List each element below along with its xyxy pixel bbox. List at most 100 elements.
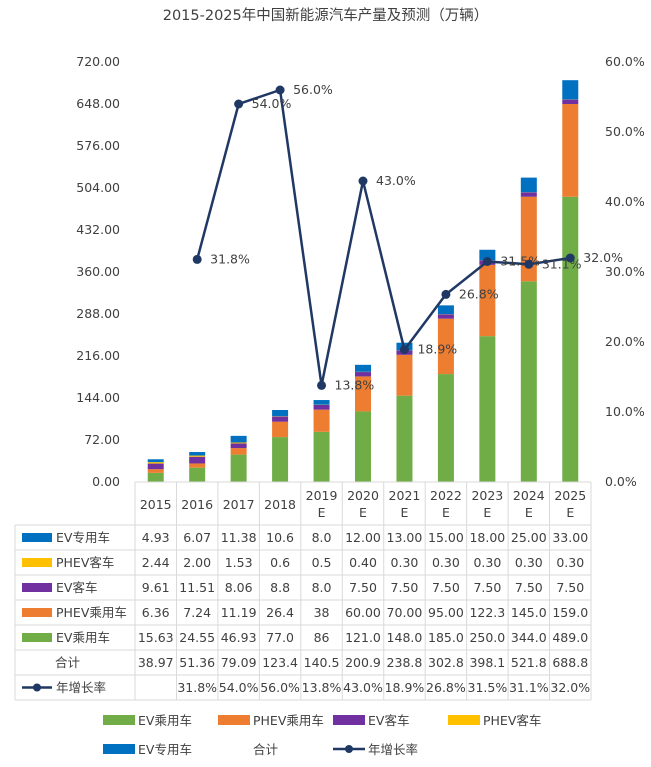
growth-point [192, 254, 202, 264]
legend-label: EV专用车 [138, 742, 192, 757]
bar-EV客车 [520, 192, 537, 197]
table-cell: 7.50 [556, 580, 584, 595]
bar-EV乘用车 [189, 467, 206, 482]
growth-data-label: 56.0% [293, 82, 333, 97]
bar-PHEV乘用车 [272, 421, 289, 438]
category-label: 2021 E [389, 488, 421, 520]
table-cell: 18.00 [469, 530, 505, 545]
legend-swatch-point [345, 745, 353, 753]
table-cell: 18.9% [385, 680, 425, 695]
growth-data-label: 54.0% [252, 96, 292, 111]
legend-key-EV客车 [22, 583, 52, 592]
bar-PHEV客车 [147, 462, 164, 464]
table-cell: 238.8 [387, 655, 423, 670]
y-tick-label: 576.00 [76, 138, 120, 153]
bar-EV专用车 [355, 364, 371, 372]
category-label: 2023 E [471, 488, 503, 520]
category-label: 2022 E [430, 488, 462, 520]
table-cell: 12.00 [345, 530, 381, 545]
table-cell: 10.6 [266, 530, 294, 545]
table-cell: 24.55 [179, 630, 215, 645]
legend-label: EV乘用车 [138, 713, 192, 728]
bar-EV专用车 [147, 459, 164, 463]
table-cell: 8.0 [312, 530, 332, 545]
bar-PHEV乘用车 [355, 376, 371, 412]
category-label: 2020 E [347, 488, 379, 520]
table-cell: 31.5% [468, 680, 508, 695]
y2-tick-label: 40.0% [605, 194, 645, 209]
category-label: 2017 [223, 497, 255, 512]
table-cell: 121.0 [345, 630, 381, 645]
table-cell: 8.06 [225, 580, 253, 595]
table-cell: 54.0% [219, 680, 259, 695]
bar-EV专用车 [562, 80, 579, 100]
table-cell: 0.5 [312, 555, 332, 570]
y2-tick-label: 20.0% [605, 334, 645, 349]
table-cell: 7.50 [432, 580, 460, 595]
bar-EV专用车 [520, 177, 537, 193]
bar-EV乘用车 [437, 374, 454, 482]
y-tick-label: 144.00 [76, 390, 120, 405]
table-cell: 145.0 [511, 605, 547, 620]
y-tick-label: 288.00 [76, 306, 120, 321]
table-cell: 11.19 [221, 605, 257, 620]
table-cell: 11.51 [179, 580, 215, 595]
table-cell: 56.0% [260, 680, 300, 695]
y-tick-label: 432.00 [76, 222, 120, 237]
bar-EV客车 [189, 456, 206, 464]
bar-EV客车 [147, 463, 164, 470]
legend-swatch-EV客车 [333, 715, 365, 725]
table-row-name: EV专用车 [56, 530, 110, 545]
table-cell: 43.0% [343, 680, 383, 695]
table-cell: 521.8 [511, 655, 547, 670]
legend-swatch-PHEV客车 [448, 715, 480, 725]
legend-key-PHEV客车 [22, 558, 52, 567]
legend-label: PHEV客车 [483, 713, 541, 728]
bar-EV乘用车 [147, 472, 164, 482]
table-cell: 33.00 [552, 530, 588, 545]
legend-key-EV专用车 [22, 533, 52, 542]
table-cell: 250.0 [469, 630, 505, 645]
y2-tick-label: 60.0% [605, 54, 645, 69]
table-cell: 86 [314, 630, 330, 645]
category-label: 2024 E [513, 488, 545, 520]
y2-tick-label: 0.0% [605, 474, 637, 489]
legend-swatch-EV专用车 [103, 744, 135, 754]
y2-tick-label: 50.0% [605, 124, 645, 139]
bar-PHEV乘用车 [189, 463, 206, 468]
table-cell: 0.30 [391, 555, 419, 570]
table-cell: 688.8 [552, 655, 588, 670]
legend-label: EV客车 [368, 713, 409, 728]
y-tick-label: 360.00 [76, 264, 120, 279]
growth-point [358, 176, 368, 186]
table-cell: 15.63 [138, 630, 174, 645]
category-label: 2019 E [306, 488, 338, 520]
table-cell: 38 [314, 605, 330, 620]
table-cell: 46.93 [221, 630, 257, 645]
y-tick-label: 0.00 [92, 474, 120, 489]
bar-EV乘用车 [520, 281, 537, 482]
bar-EV客车 [437, 314, 454, 319]
table-cell: 140.5 [304, 655, 340, 670]
bar-EV乘用车 [313, 431, 330, 482]
legend-key-EV乘用车 [22, 633, 52, 642]
legend-swatch-EV乘用车 [103, 715, 135, 725]
table-cell: 200.9 [345, 655, 381, 670]
y-tick-label: 504.00 [76, 180, 120, 195]
bar-PHEV乘用车 [396, 354, 413, 396]
category-label: 2018 [264, 497, 296, 512]
table-cell: 70.00 [387, 605, 423, 620]
table-cell: 148.0 [387, 630, 423, 645]
bar-EV客车 [355, 372, 371, 377]
table-row-name: EV乘用车 [56, 630, 110, 645]
bar-PHEV乘用车 [562, 104, 579, 197]
table-cell: 0.30 [515, 555, 543, 570]
legend-key-point [33, 683, 41, 692]
table-row-name: PHEV客车 [56, 555, 114, 570]
category-label: 2015 [140, 497, 172, 512]
category-label: 2016 [181, 497, 213, 512]
table-cell: 2.00 [183, 555, 211, 570]
growth-data-label: 31.5% [500, 254, 540, 269]
table-cell: 25.00 [511, 530, 547, 545]
